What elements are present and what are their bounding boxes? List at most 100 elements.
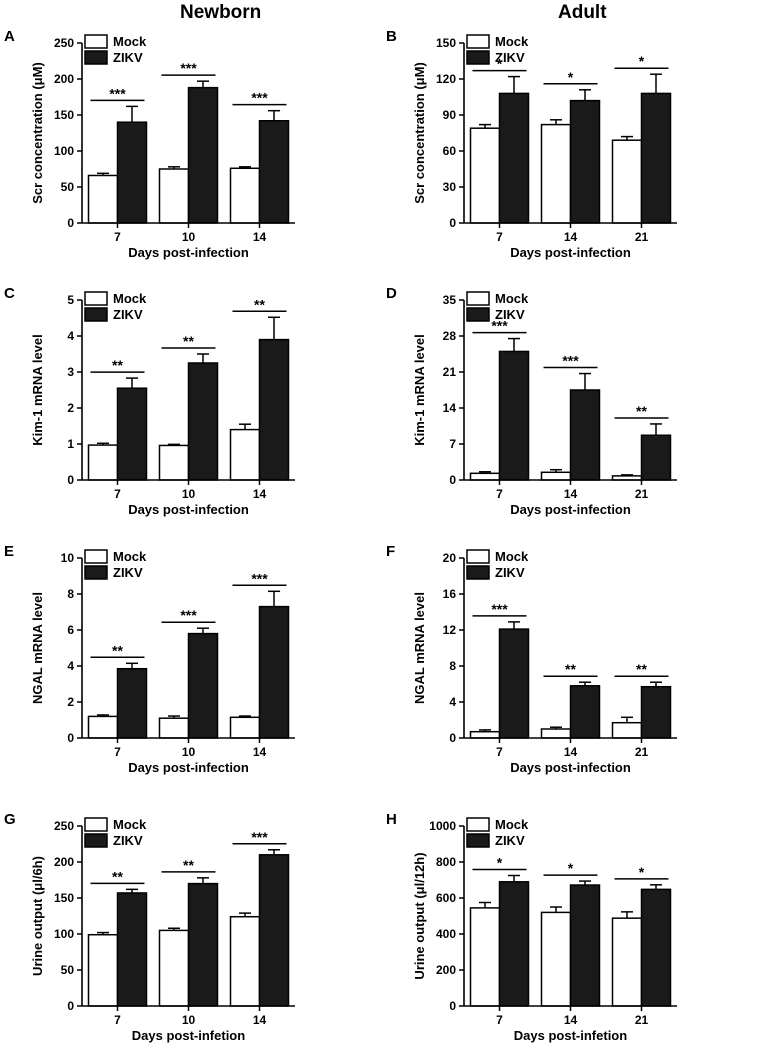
zikv-bar	[640, 434, 672, 481]
mock-bar	[611, 721, 643, 739]
y-tick-label: 4	[67, 659, 74, 673]
significance-label: **	[112, 868, 123, 884]
significance-label: *	[568, 860, 574, 876]
y-axis-label: Kim-1 mRNA level	[412, 334, 427, 446]
significance-label: ***	[109, 85, 126, 101]
legend-label-mock: Mock	[495, 549, 529, 564]
significance-label: **	[254, 296, 265, 312]
chart-panel-d: D 0 7 14 21 28 35 *** 7 *** 14 ** 21 Days post-infect…	[386, 285, 677, 517]
mock-bar	[229, 915, 261, 1007]
x-tick-label: 7	[496, 230, 503, 244]
y-tick-label: 250	[54, 819, 74, 833]
x-tick-label: 14	[253, 487, 267, 501]
zikv-bar	[258, 338, 290, 481]
y-axis-label: NGAL mRNA level	[412, 592, 427, 704]
legend-label-mock: Mock	[113, 34, 147, 49]
y-tick-label: 250	[54, 36, 74, 50]
legend-label-zikv: ZIKV	[113, 565, 143, 580]
x-axis-label: Days post-infection	[128, 502, 249, 517]
zikv-bar	[640, 92, 672, 224]
y-tick-label: 0	[449, 216, 456, 230]
y-tick-label: 0	[67, 731, 74, 745]
legend-swatch-mock	[84, 817, 108, 832]
x-tick-label: 14	[564, 230, 578, 244]
significance-label: **	[636, 403, 647, 419]
significance-label: *	[497, 56, 503, 72]
y-tick-label: 1000	[429, 819, 456, 833]
x-axis-label: Days post-infetion	[132, 1028, 245, 1043]
chart-panel-a: A 0 50 100 150 200 250 *** 7 *** 10 *** 14 Days post-…	[4, 28, 295, 260]
zikv-bar	[187, 362, 219, 481]
mock-bar	[87, 715, 119, 739]
chart-panel-e: E 0 2 4 6 8 10 ** 7 *** 10 *** 14 Days post-infection…	[4, 543, 295, 775]
column-title-adult: Adult	[558, 2, 607, 23]
legend-label-zikv: ZIKV	[113, 307, 143, 322]
zikv-bar	[569, 884, 601, 1007]
chart-panel-b: B 0 30 60 90 120 150 * 7 * 14 * 21 Days post-infectio…	[386, 28, 677, 260]
zikv-bar	[498, 92, 530, 224]
x-tick-label: 10	[182, 745, 196, 759]
significance-label: *	[639, 864, 645, 880]
x-tick-label: 7	[114, 487, 121, 501]
significance-label: ***	[180, 60, 197, 76]
legend-label-mock: Mock	[495, 291, 529, 306]
mock-bar	[87, 444, 119, 481]
y-tick-label: 1	[67, 437, 74, 451]
legend-label-mock: Mock	[495, 34, 529, 49]
chart-panel-g: G 0 50 100 150 200 250 ** 7 ** 10 *** 14 Days post-in…	[4, 811, 295, 1043]
y-tick-label: 0	[67, 473, 74, 487]
y-tick-label: 0	[67, 216, 74, 230]
y-tick-label: 20	[443, 551, 457, 565]
zikv-bar	[258, 120, 290, 224]
legend-label-mock: Mock	[113, 549, 147, 564]
legend-label-zikv: ZIKV	[495, 50, 525, 65]
y-tick-label: 21	[443, 365, 457, 379]
legend-label-mock: Mock	[113, 817, 147, 832]
legend-swatch-zikv	[466, 833, 490, 848]
y-tick-label: 4	[67, 329, 74, 343]
y-tick-label: 6	[67, 623, 74, 637]
mock-bar	[469, 730, 501, 739]
legend-swatch-zikv	[84, 50, 108, 65]
legend-label-zikv: ZIKV	[113, 833, 143, 848]
mock-bar	[540, 123, 572, 224]
y-tick-label: 90	[443, 108, 457, 122]
y-tick-label: 50	[61, 180, 75, 194]
mock-bar	[158, 929, 190, 1007]
y-axis-label: Scr concentration (μM)	[412, 62, 427, 204]
y-tick-label: 12	[443, 623, 457, 637]
legend-swatch-mock	[84, 34, 108, 49]
mock-bar	[469, 907, 501, 1007]
panel-label: B	[386, 28, 397, 45]
y-tick-label: 30	[443, 180, 457, 194]
significance-label: ***	[251, 570, 268, 586]
zikv-bar	[498, 628, 530, 739]
y-tick-label: 150	[54, 108, 74, 122]
x-axis-label: Days post-infetion	[514, 1028, 627, 1043]
legend-swatch-zikv	[84, 565, 108, 580]
y-tick-label: 2	[67, 695, 74, 709]
x-axis-label: Days post-infection	[510, 502, 631, 517]
y-axis-label: Scr concentration (μM)	[30, 62, 45, 204]
legend-swatch-zikv	[84, 833, 108, 848]
x-axis-label: Days post-infection	[128, 245, 249, 260]
mock-bar	[540, 728, 572, 739]
zikv-bar	[569, 685, 601, 739]
legend-swatch-zikv	[466, 307, 490, 322]
y-tick-label: 0	[449, 473, 456, 487]
significance-label: **	[183, 857, 194, 873]
legend-swatch-mock	[466, 549, 490, 564]
zikv-bar	[116, 892, 148, 1007]
significance-label: ***	[251, 829, 268, 845]
significance-label: ***	[491, 318, 508, 334]
x-tick-label: 10	[182, 230, 196, 244]
zikv-bar	[258, 605, 290, 739]
legend-swatch-zikv	[466, 565, 490, 580]
x-tick-label: 21	[635, 230, 649, 244]
y-tick-label: 35	[443, 293, 457, 307]
significance-label: *	[497, 855, 503, 871]
x-tick-label: 7	[496, 1013, 503, 1027]
y-tick-label: 7	[449, 437, 456, 451]
mock-bar	[229, 167, 261, 224]
legend-label-zikv: ZIKV	[495, 307, 525, 322]
